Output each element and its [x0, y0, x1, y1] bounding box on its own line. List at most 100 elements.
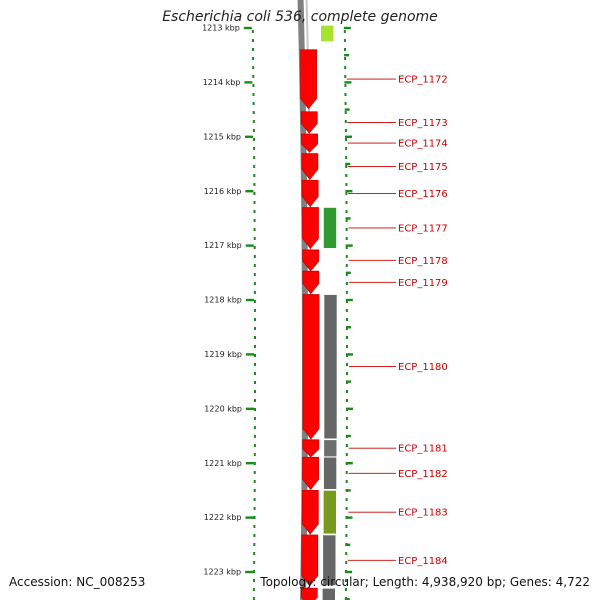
gene-label: ECP_1183 — [398, 508, 448, 519]
inner-dotted-guide — [345, 183, 348, 186]
inner-dotted-guide — [345, 552, 348, 555]
inner-dotted-guide — [346, 372, 348, 375]
outer-dotted-guide — [254, 363, 256, 366]
inner-dotted-guide — [345, 246, 348, 249]
inner-dotted-guide — [344, 57, 347, 60]
inner-minor-tick — [345, 489, 351, 492]
gene-arrow — [300, 587, 318, 600]
outer-dotted-guide — [253, 552, 256, 555]
kbp-tick — [245, 516, 254, 519]
inner-dotted-guide — [345, 300, 348, 303]
inner-dotted-guide — [345, 426, 348, 429]
outer-dotted-guide — [252, 66, 255, 69]
gene-arrow — [300, 49, 317, 110]
gene-label: ECP_1180 — [398, 362, 448, 373]
outer-dotted-guide — [252, 75, 255, 78]
inner-dotted-guide — [344, 75, 347, 78]
outer-dotted-guide — [253, 453, 256, 456]
outer-dotted-guide — [252, 48, 254, 51]
outer-dotted-guide — [254, 336, 256, 339]
outer-dotted-guide — [253, 210, 256, 213]
outer-dotted-guide — [253, 282, 256, 285]
outer-dotted-guide — [252, 120, 255, 123]
inner-dotted-guide — [345, 579, 347, 582]
genes-label: Genes: — [509, 575, 552, 589]
inner-dotted-guide — [345, 480, 348, 483]
outer-dotted-guide — [253, 561, 256, 564]
kbp-tick-label: 1213 kbp — [202, 24, 240, 33]
inner-dotted-guide — [343, 39, 346, 42]
inner-dotted-guide — [345, 507, 348, 510]
kbp-tick — [245, 135, 253, 138]
inner-dotted-guide — [344, 588, 347, 591]
kbp-tick-label: 1221 kbp — [204, 459, 242, 468]
inner-dotted-guide — [346, 345, 348, 348]
outer-dotted-guide — [253, 273, 256, 276]
inner-minor-tick — [345, 217, 351, 220]
inner-tick — [345, 462, 353, 465]
outer-dotted-guide — [253, 201, 256, 204]
outer-dotted-guide — [254, 372, 256, 375]
accession-info: Accession: NC_008253 — [9, 575, 145, 589]
inner-dotted-guide — [345, 219, 348, 222]
gene-arrow — [301, 153, 319, 180]
kbp-tick — [244, 81, 253, 84]
gene-arrow — [301, 490, 319, 535]
category-feature — [322, 490, 337, 535]
inner-dotted-guide — [345, 156, 348, 159]
outer-dotted-guide — [253, 489, 256, 492]
inner-tick — [346, 407, 353, 410]
outer-dotted-guide — [252, 84, 255, 87]
inner-dotted-guide — [345, 444, 348, 447]
outer-dotted-guide — [253, 435, 256, 438]
kbp-tick — [245, 570, 254, 574]
gene-label: ECP_1176 — [398, 189, 448, 200]
outer-dotted-guide — [253, 138, 255, 141]
gene-arrow — [302, 439, 320, 458]
outer-dotted-guide — [253, 444, 256, 447]
gene-arrow — [302, 456, 320, 490]
gene-arrow — [301, 133, 318, 153]
outer-dotted-guide — [253, 237, 256, 240]
inner-minor-tick — [345, 543, 351, 546]
inner-tick — [345, 570, 353, 574]
genes-value: 4,722 — [555, 575, 590, 589]
outer-dotted-guide — [253, 579, 255, 582]
category-feature — [323, 207, 337, 249]
kbp-tick — [245, 298, 254, 302]
outer-dotted-guide — [253, 426, 256, 429]
inner-dotted-guide — [346, 390, 348, 393]
inner-dotted-guide — [345, 192, 348, 195]
outer-dotted-guide — [253, 228, 256, 231]
length-label: Length: — [372, 575, 419, 589]
outer-dotted-guide — [253, 255, 256, 258]
inner-minor-tick — [345, 434, 351, 438]
inner-dotted-guide — [345, 534, 348, 537]
kbp-tick-label: 1214 kbp — [203, 78, 241, 87]
outer-dotted-guide — [253, 525, 256, 528]
outer-dotted-guide — [252, 111, 255, 114]
length-value: 4,938,920 bp — [421, 575, 502, 589]
topology-label: Topology: — [260, 575, 317, 589]
inner-dotted-guide — [345, 453, 348, 456]
gene-label: ECP_1173 — [398, 118, 448, 129]
gene-arrow — [302, 270, 320, 295]
inner-dotted-guide — [345, 561, 348, 564]
kbp-tick-label: 1219 kbp — [204, 350, 242, 359]
outer-dotted-guide — [254, 345, 256, 348]
inner-dotted-guide — [345, 417, 348, 420]
inner-dotted-guide — [345, 165, 348, 168]
outer-dotted-guide — [253, 471, 256, 474]
inner-dotted-guide — [345, 237, 348, 240]
kbp-tick — [243, 26, 252, 30]
inner-dotted-guide — [346, 327, 348, 330]
kbp-tick-label: 1223 kbp — [203, 568, 241, 577]
inner-dotted-guide — [344, 102, 347, 105]
map-title: Escherichia coli 536, complete genome — [162, 9, 438, 25]
kbp-tick — [245, 244, 254, 247]
outer-dotted-guide — [252, 129, 255, 132]
accession-value: NC_008253 — [76, 575, 146, 589]
inner-dotted-guide — [345, 525, 348, 528]
outer-dotted-guide — [252, 93, 255, 96]
